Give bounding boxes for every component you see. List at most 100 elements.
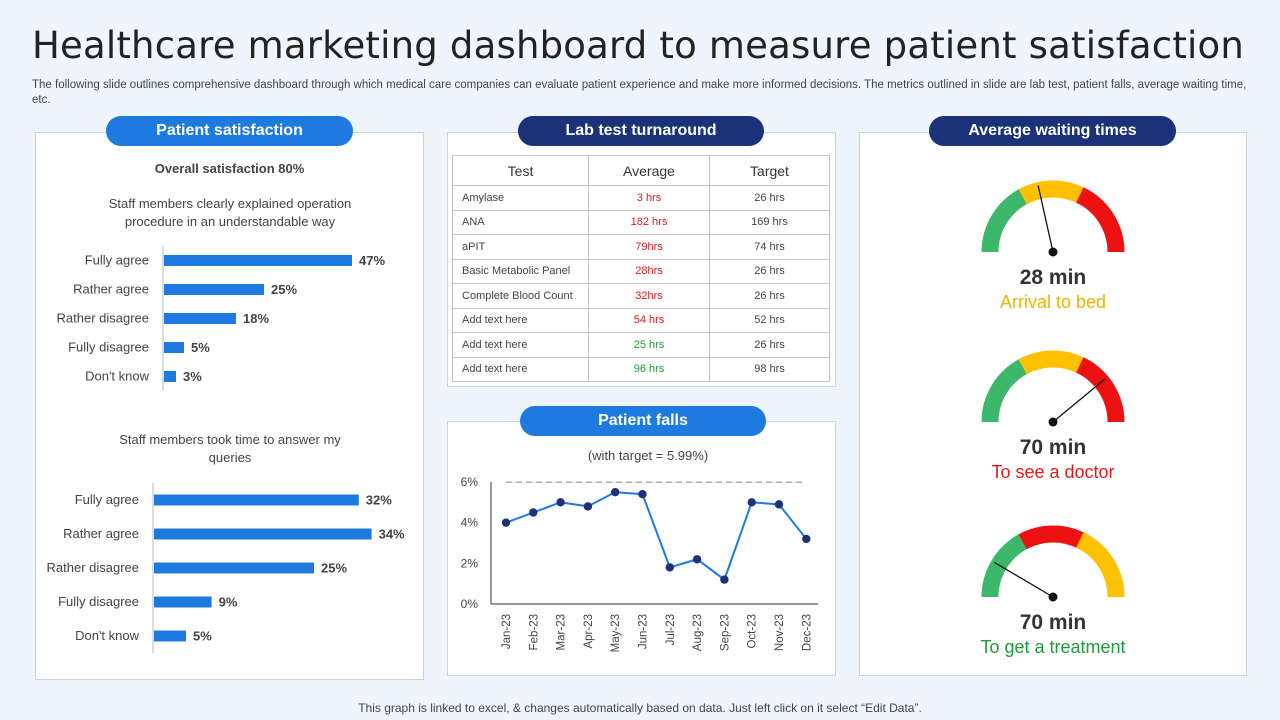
- lab-col-target: Target: [709, 155, 830, 186]
- lab-table-row: aPIT 79hrs 74 hrs: [452, 234, 830, 260]
- gauge-value: 28 min: [1019, 266, 1087, 289]
- gauge-segment: [1018, 350, 1088, 375]
- lab-test-name: aPIT: [452, 234, 589, 260]
- bar: [154, 596, 212, 608]
- lab-test-target: 26 hrs: [709, 185, 830, 211]
- bar: [164, 371, 176, 382]
- gauge-label: Arrival to bed: [999, 292, 1107, 312]
- falls-y-tick: 4%: [461, 516, 479, 530]
- satisfaction-chart-2-title: Staff members took time to answer my que…: [119, 432, 341, 465]
- bar-category-label: Rather disagree: [57, 311, 150, 326]
- bar-value-label: 32%: [366, 493, 392, 508]
- patient-falls-header: Patient falls: [520, 406, 766, 436]
- falls-y-tick: 6%: [461, 475, 479, 489]
- gauge-needle: [1037, 185, 1054, 253]
- gauge-value: 70 min: [1019, 436, 1087, 459]
- gauge-label: To see a doctor: [991, 462, 1115, 482]
- gauge-pivot: [1048, 247, 1058, 257]
- gauge: [981, 350, 1125, 427]
- falls-x-tick: Jul-23: [665, 614, 677, 645]
- lab-test-name: Basic Metabolic Panel: [452, 258, 589, 284]
- falls-data-point: [720, 575, 729, 584]
- patient-satisfaction-header: Patient satisfaction: [106, 116, 353, 146]
- bar-category-label: Fully agree: [85, 253, 149, 268]
- lab-table-row: Add text here 96 hrs 98 hrs: [452, 356, 830, 382]
- bar: [164, 255, 352, 266]
- falls-chart-subtitle: (with target = 5.99%): [588, 448, 708, 463]
- gauge-segment: [1075, 187, 1125, 253]
- falls-x-tick: Dec-23: [801, 614, 813, 651]
- lab-table-header-row: Test Average Target: [452, 155, 830, 186]
- falls-data-point: [747, 498, 756, 507]
- lab-test-name: Amylase: [452, 185, 589, 211]
- lab-test-target: 169 hrs: [709, 209, 830, 235]
- gauge-pivot: [1048, 592, 1058, 602]
- lab-table-row: Complete Blood Count 32hrs 26 hrs: [452, 283, 830, 309]
- falls-x-tick: Aug-23: [692, 614, 704, 651]
- gauge-segment: [1018, 180, 1088, 205]
- gauge-needle: [994, 561, 1054, 598]
- lab-test-average: 54 hrs: [588, 307, 710, 333]
- satisfaction-chart-1-title: Staff members clearly explained operatio…: [108, 196, 352, 229]
- overall-satisfaction: Overall satisfaction 80%: [154, 161, 305, 176]
- footer-note: This graph is linked to excel, & changes…: [358, 701, 922, 715]
- falls-x-tick: Sep-23: [719, 614, 731, 651]
- lab-test-name: Complete Blood Count: [452, 283, 589, 309]
- gauge-segment: [1018, 525, 1088, 550]
- falls-x-tick: Jan-23: [501, 614, 513, 649]
- bar-value-label: 5%: [193, 629, 212, 644]
- bar-category-label: Rather agree: [63, 526, 139, 541]
- gauge-label: To get a treatment: [980, 637, 1126, 657]
- gauge-segment: [1075, 357, 1125, 423]
- lab-test-name: Add text here: [452, 307, 589, 333]
- page-title: Healthcare marketing dashboard to measur…: [32, 24, 1245, 67]
- patient-satisfaction-panel: [35, 132, 424, 680]
- bar: [154, 630, 186, 642]
- patient-falls-line-chart: (with target = 5.99%) 0% 2% 4% 6% Jan-23 Feb-2…: [461, 448, 818, 652]
- lab-test-name: ANA: [452, 209, 589, 235]
- lab-test-target: 26 hrs: [709, 332, 830, 358]
- falls-data-point: [556, 498, 565, 507]
- gauge-needle: [1052, 378, 1106, 423]
- lab-test-header: Lab test turnaround: [518, 116, 764, 146]
- gauge-segment: [981, 532, 1031, 598]
- falls-data-point: [583, 502, 593, 511]
- bar-value-label: 3%: [183, 369, 202, 384]
- page-subtitle: The following slide outlines comprehensi…: [32, 79, 1247, 106]
- falls-x-tick: Feb-23: [528, 614, 540, 650]
- bar: [154, 494, 359, 506]
- bar-category-label: Don't know: [85, 369, 150, 384]
- lab-table-row: Basic Metabolic Panel 28hrs 26 hrs: [452, 258, 830, 284]
- falls-x-tick: Apr-23: [583, 614, 595, 649]
- bar: [164, 313, 236, 324]
- bar-value-label: 18%: [243, 311, 269, 326]
- bar-category-label: Rather disagree: [47, 560, 140, 575]
- falls-x-tick: Jun-23: [638, 614, 650, 649]
- gauge-segment: [981, 187, 1031, 253]
- lab-test-name: Add text here: [452, 356, 589, 382]
- gauge-segment: [1075, 532, 1125, 598]
- bar: [164, 284, 264, 295]
- satisfaction-bar-chart-2: Fully agree 32% Rather agree 34% Rather disa…: [47, 483, 405, 653]
- lab-col-test: Test: [452, 155, 589, 186]
- falls-data-point: [638, 490, 647, 499]
- lab-table-row: Amylase 3 hrs 26 hrs: [452, 185, 830, 211]
- lab-test-average: 25 hrs: [588, 332, 710, 358]
- falls-data-point: [692, 555, 702, 564]
- bar: [164, 342, 184, 353]
- lab-test-name: Add text here: [452, 332, 589, 358]
- gauge-value: 70 min: [1019, 611, 1087, 634]
- gauge: [981, 180, 1125, 257]
- waiting-times-header: Average waiting times: [929, 116, 1176, 146]
- lab-test-target: 98 hrs: [709, 356, 830, 382]
- bar-category-label: Fully agree: [75, 492, 139, 507]
- falls-data-point: [802, 534, 811, 544]
- falls-x-tick: May-23: [610, 614, 622, 652]
- lab-test-target: 74 hrs: [709, 234, 830, 260]
- bar-value-label: 25%: [321, 561, 347, 576]
- falls-series-line: [505, 491, 808, 582]
- lab-test-target: 26 hrs: [709, 258, 830, 284]
- falls-x-tick: Mar-23: [556, 614, 568, 650]
- lab-table-row: Add text here 54 hrs 52 hrs: [452, 307, 830, 333]
- lab-table-row: Add text here 25 hrs 26 hrs: [452, 332, 830, 358]
